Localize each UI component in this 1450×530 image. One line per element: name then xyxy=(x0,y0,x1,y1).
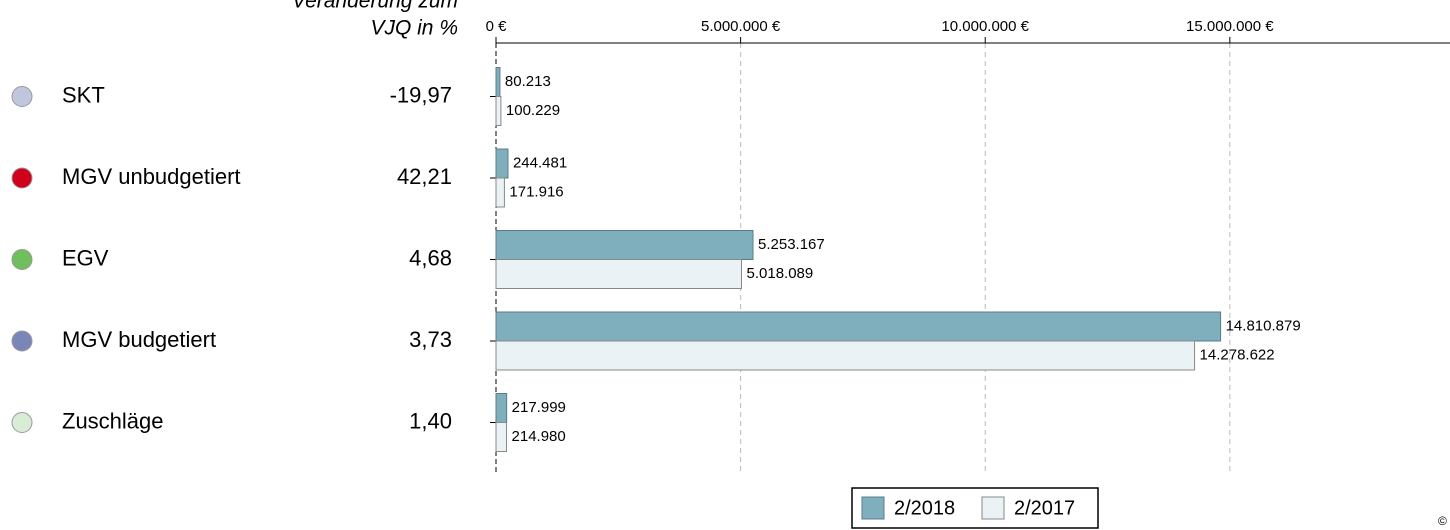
data-label: 5.253.167 xyxy=(758,236,825,253)
change-value: 1,40 xyxy=(409,408,452,433)
legend-label: 2/2018 xyxy=(894,497,955,519)
change-value: 4,68 xyxy=(409,245,452,270)
data-label: 80.213 xyxy=(505,73,551,90)
bar xyxy=(495,393,508,423)
data-label: 5.018.089 xyxy=(747,265,814,282)
category-label: MGV unbudgetiert xyxy=(62,164,241,189)
data-label: 171.916 xyxy=(509,183,563,200)
category-dot xyxy=(11,86,33,107)
category-label: Zuschläge xyxy=(62,408,164,433)
data-label: 244.481 xyxy=(513,154,567,171)
copyright: © K xyxy=(1438,514,1450,528)
bar xyxy=(495,311,1222,342)
legend-box xyxy=(851,487,1099,529)
header-line: VJQ in % xyxy=(370,17,458,40)
x-tick-label: 5.000.000 € xyxy=(701,18,781,35)
data-label: 100.229 xyxy=(506,102,560,119)
category-label: EGV xyxy=(62,245,109,270)
category-dot xyxy=(11,330,33,352)
category-dot xyxy=(11,412,33,433)
legend-label: 2/2017 xyxy=(1014,497,1075,519)
data-label: 217.999 xyxy=(512,399,566,416)
data-label: 14.810.879 xyxy=(1226,317,1301,334)
bar xyxy=(495,67,501,97)
data-label: 214.980 xyxy=(512,428,566,445)
change-value: 42,21 xyxy=(397,164,452,189)
bar xyxy=(495,96,502,126)
category-label: MGV budgetiert xyxy=(62,327,216,352)
x-tick-label: 0 € xyxy=(486,18,508,35)
bar xyxy=(495,259,743,289)
bar xyxy=(495,148,509,179)
x-tick-label: 10.000.000 € xyxy=(941,18,1029,35)
category-dot xyxy=(11,167,33,189)
category-dot xyxy=(11,249,33,270)
category-label: SKT xyxy=(62,82,105,107)
bar xyxy=(495,340,1196,371)
bar xyxy=(495,177,505,208)
bar xyxy=(495,422,508,452)
change-value: 3,73 xyxy=(409,327,452,352)
x-tick-label: 15.000.000 € xyxy=(1186,18,1274,35)
legend-swatch xyxy=(861,496,885,520)
legend-swatch xyxy=(981,496,1005,520)
header-line: Veränderung zum xyxy=(292,0,458,13)
bar xyxy=(495,230,754,260)
change-value: -19,97 xyxy=(390,82,452,107)
data-label: 14.278.622 xyxy=(1200,346,1275,363)
